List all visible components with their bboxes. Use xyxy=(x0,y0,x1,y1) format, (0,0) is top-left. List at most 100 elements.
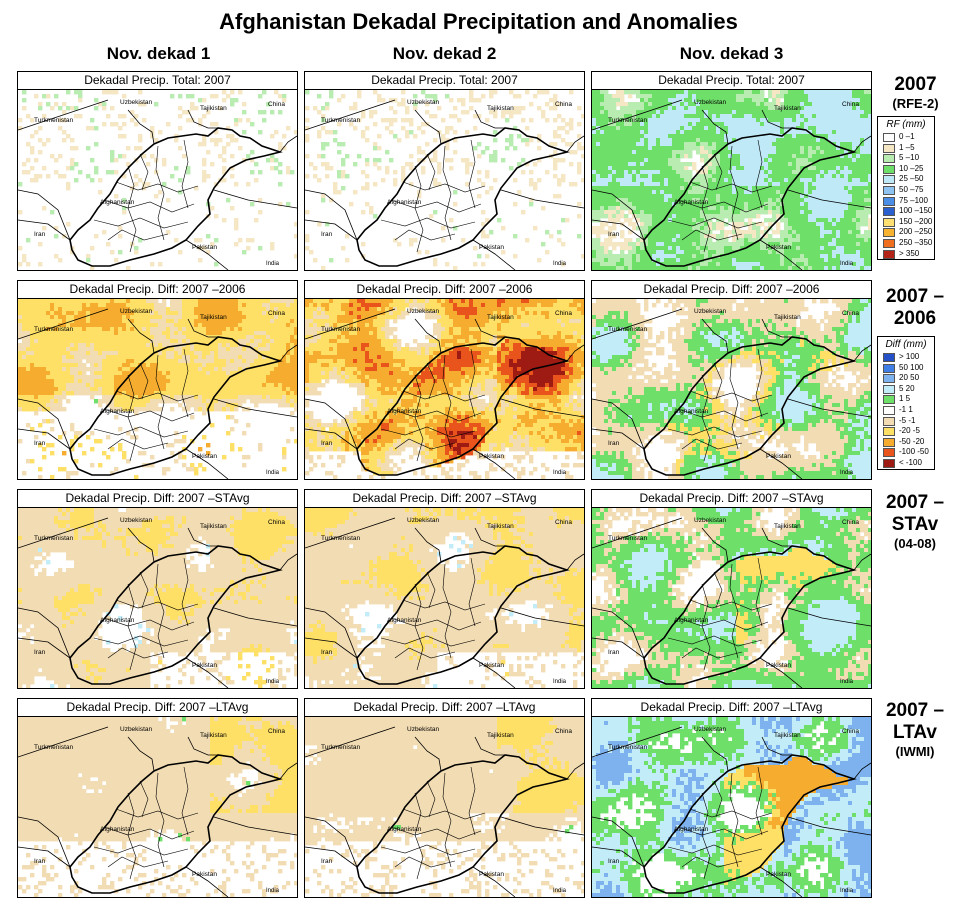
precip-cell xyxy=(816,226,821,231)
precip-cell xyxy=(604,198,609,203)
precip-cell xyxy=(612,222,617,227)
precip-cell xyxy=(258,327,263,332)
precip-cell xyxy=(66,347,71,352)
precip-cell xyxy=(389,106,394,111)
precip-cell xyxy=(800,186,805,191)
precip-cell xyxy=(752,150,757,155)
precip-cell xyxy=(425,142,430,147)
precip-cell xyxy=(186,166,191,171)
legend-item: 5 20 xyxy=(878,384,934,395)
precip-cell xyxy=(58,339,63,344)
precip-cell xyxy=(720,190,725,195)
precip-cell xyxy=(620,154,625,159)
precip-cell xyxy=(792,110,797,115)
precip-cell xyxy=(748,126,753,131)
precip-cell xyxy=(166,347,171,352)
precip-cell xyxy=(632,158,637,163)
precip-cell xyxy=(118,323,123,328)
precip-cell xyxy=(732,122,737,127)
precip-cell xyxy=(254,343,259,348)
precip-cell xyxy=(716,246,721,251)
precip-cell xyxy=(118,331,123,336)
precip-cell xyxy=(337,150,342,155)
precip-cell xyxy=(134,250,139,255)
precip-cell xyxy=(768,190,773,195)
precip-cell xyxy=(684,258,689,263)
precip-cell xyxy=(640,154,645,159)
precip-cell xyxy=(517,134,522,139)
precip-cell xyxy=(600,102,605,107)
precip-cell xyxy=(405,162,410,167)
precip-cell xyxy=(592,254,597,259)
precip-cell xyxy=(146,335,151,340)
precip-cell xyxy=(788,90,793,95)
precip-cell xyxy=(178,347,183,352)
precip-cell xyxy=(748,258,753,263)
precip-cell xyxy=(864,142,869,147)
precip-cell xyxy=(812,158,817,163)
precip-cell xyxy=(294,319,297,324)
precip-cell xyxy=(34,130,39,135)
precip-cell xyxy=(676,122,681,127)
precip-cell xyxy=(194,343,199,348)
precip-cell xyxy=(756,258,761,263)
precip-cell xyxy=(792,258,797,263)
precip-cell xyxy=(820,222,825,227)
precip-cell xyxy=(178,315,183,320)
precip-cell xyxy=(286,126,291,131)
precip-cell xyxy=(708,114,713,119)
precip-cell xyxy=(852,210,857,215)
precip-cell xyxy=(760,210,765,215)
precip-cell xyxy=(664,106,669,111)
precip-cell xyxy=(278,343,283,348)
precip-cell xyxy=(644,126,649,131)
precip-cell xyxy=(198,98,203,103)
precip-cell xyxy=(656,146,661,151)
precip-cell xyxy=(680,230,685,235)
precip-cell xyxy=(824,198,829,203)
precip-cell xyxy=(628,158,633,163)
precip-cell xyxy=(118,226,123,231)
precip-cell xyxy=(461,110,466,115)
precip-cell xyxy=(94,299,99,304)
precip-cell xyxy=(401,118,406,123)
precip-cell xyxy=(748,118,753,123)
precip-cell xyxy=(716,174,721,179)
precip-cell xyxy=(728,154,733,159)
precip-cell xyxy=(38,102,43,107)
precip-cell xyxy=(102,335,107,340)
precip-cell xyxy=(808,246,813,251)
precip-cell xyxy=(38,303,43,308)
precip-cell xyxy=(449,98,454,103)
precip-cell xyxy=(808,170,813,175)
precip-cell xyxy=(577,214,582,219)
precip-cell xyxy=(110,339,115,344)
precip-cell xyxy=(134,335,139,340)
precip-cell xyxy=(708,126,713,131)
precip-cell xyxy=(230,339,235,344)
precip-cell xyxy=(700,138,705,143)
precip-cell xyxy=(158,327,163,332)
precip-cell xyxy=(660,254,665,259)
precip-cell xyxy=(656,130,661,135)
precip-cell xyxy=(852,118,857,123)
precip-cell xyxy=(828,158,833,163)
precip-cell xyxy=(50,335,55,340)
precip-cell xyxy=(696,202,701,207)
precip-cell xyxy=(736,106,741,111)
precip-cell xyxy=(493,178,498,183)
precip-cell xyxy=(860,138,865,143)
precip-cell xyxy=(848,246,853,251)
precip-cell xyxy=(138,327,143,332)
precip-cell xyxy=(812,198,817,203)
precip-cell xyxy=(636,218,641,223)
precip-cell xyxy=(162,343,167,348)
precip-cell xyxy=(592,158,597,163)
precip-cell xyxy=(772,154,777,159)
precip-cell xyxy=(840,238,845,243)
precip-cell xyxy=(409,238,414,243)
legend-item: 150 –200 xyxy=(878,217,934,228)
precip-cell xyxy=(90,315,95,320)
precip-cell xyxy=(596,98,601,103)
precip-cell xyxy=(868,174,871,179)
